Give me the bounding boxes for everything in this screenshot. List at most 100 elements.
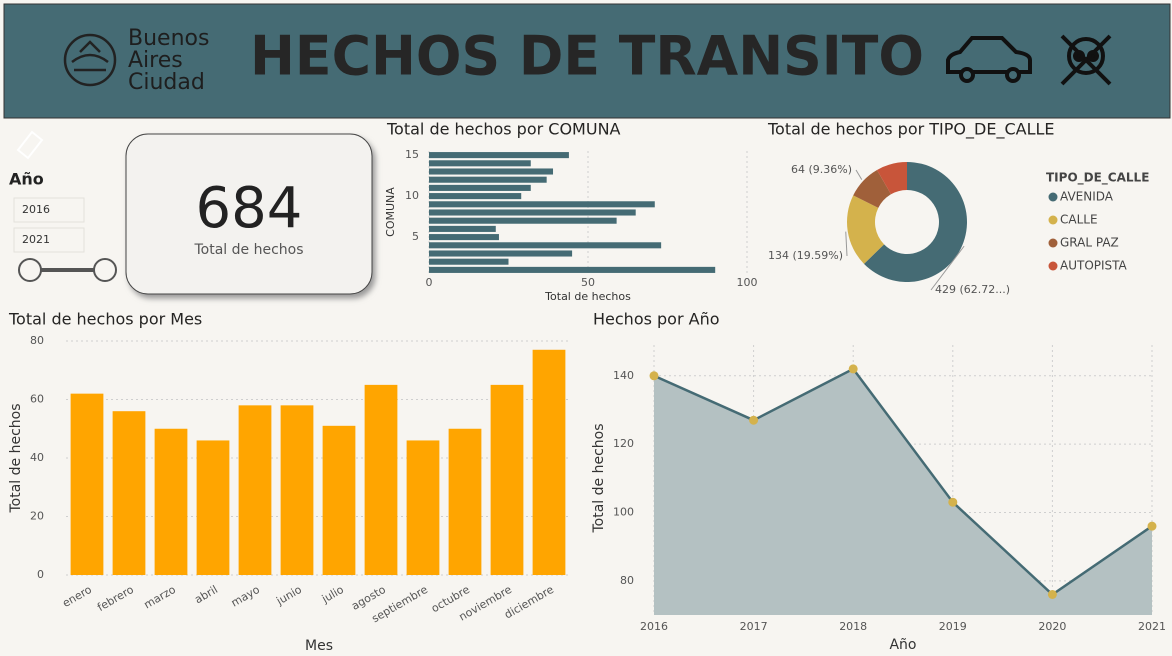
y-tick-label: 140 [613,369,634,382]
eraser-icon [16,130,44,160]
slicer-to: 2021 [22,233,50,246]
bar [364,384,398,575]
bar [196,440,230,575]
header-title: HECHOS DE TRANSITO [250,25,924,88]
bar [429,234,499,241]
leader-line [845,231,848,257]
x-tick-label: 100 [737,276,758,289]
marker [749,415,759,425]
y-axis-label: COMUNA [384,187,397,237]
x-axis-label: Año [889,637,916,653]
y-tick-label: 100 [613,505,634,518]
bar [429,217,617,224]
bar [490,384,524,575]
bar [322,425,356,575]
bar [429,184,531,191]
bar [429,160,531,167]
kpi-label: Total de hechos [193,242,303,258]
legend-label: AUTOPISTA [1060,259,1128,273]
slicer-box[interactable] [13,227,85,253]
legend-label: GRAL PAZ [1060,236,1119,250]
x-tick-label: 2021 [1138,620,1166,633]
y-axis-label: Total de hechos [8,403,24,513]
kpi-value: 684 [196,176,303,241]
y-tick-label: 20 [30,510,44,523]
bar [429,193,522,200]
bar [429,258,509,265]
leader-line [930,245,965,291]
bar [406,440,440,575]
x-axis-label: Total de hechos [544,290,631,303]
donut-slice [877,162,907,195]
legend-marker [1048,261,1058,271]
x-tick-label: 2020 [1038,620,1066,633]
bar [280,405,314,575]
bar [429,250,573,257]
slicer-box[interactable] [13,197,85,223]
slicer-title: Año [9,170,44,189]
marker [948,497,958,507]
bar [429,266,716,273]
line [653,367,1153,597]
chart-title: Total de hechos por TIPO_DE_CALLE [767,120,1055,140]
bar [70,393,104,575]
bar [112,411,146,575]
bar [429,225,496,232]
y-tick-label: 60 [30,393,44,406]
slicer-from: 2016 [22,203,50,216]
bar [429,209,636,216]
donut-slice [847,195,885,264]
y-tick-label: 80 [30,334,44,347]
donut-slice [863,162,967,282]
legend-title: TIPO_DE_CALLE [1046,171,1149,186]
bar [429,168,554,175]
donut-slice [853,170,891,208]
marker [1147,521,1157,531]
x-tick-label: 2019 [939,620,967,633]
x-axis-label: Mes [305,638,333,654]
header-band [3,3,1171,119]
x-tick-label: 2017 [740,620,768,633]
x-tick-label: 50 [581,276,595,289]
chart-title: Hechos por Año [593,310,720,329]
area [654,368,1152,615]
bar [429,242,662,249]
y-tick-label: 0 [37,568,44,581]
slider-handle[interactable] [18,258,42,282]
y-tick-label: 40 [30,451,44,464]
logo-text: Aires [128,48,183,73]
x-tick-label: 2018 [839,620,867,633]
bar [448,428,482,575]
legend-marker [1048,238,1058,248]
marker [848,364,858,374]
data-label: 64 (9.36%) [791,163,852,176]
slider-handle[interactable] [93,258,117,282]
marker [1047,589,1057,599]
logo-text: Buenos [128,26,209,51]
skull-icon [1060,34,1112,86]
y-axis-label: Total de hechos [591,423,607,533]
y-tick-label: 15 [405,148,419,161]
bar [238,405,272,575]
y-tick-label: 120 [613,437,634,450]
bar [154,428,188,575]
y-tick-label: 80 [620,574,634,587]
bar [532,349,566,575]
y-tick-label: 10 [405,189,419,202]
bar [429,176,547,183]
data-label: 429 (62.72...) [935,283,1010,296]
data-label: 134 (19.59%) [768,249,843,262]
bar [429,201,655,208]
x-tick-label: 2016 [640,620,668,633]
legend-label: AVENIDA [1060,190,1114,204]
y-tick-label: 5 [412,230,419,243]
leader-line [855,169,863,180]
legend-marker [1048,192,1058,202]
logo-icon [63,33,117,87]
marker [649,371,659,381]
x-tick-label: 0 [426,276,433,289]
legend-label: CALLE [1060,213,1098,227]
legend-marker [1048,215,1058,225]
